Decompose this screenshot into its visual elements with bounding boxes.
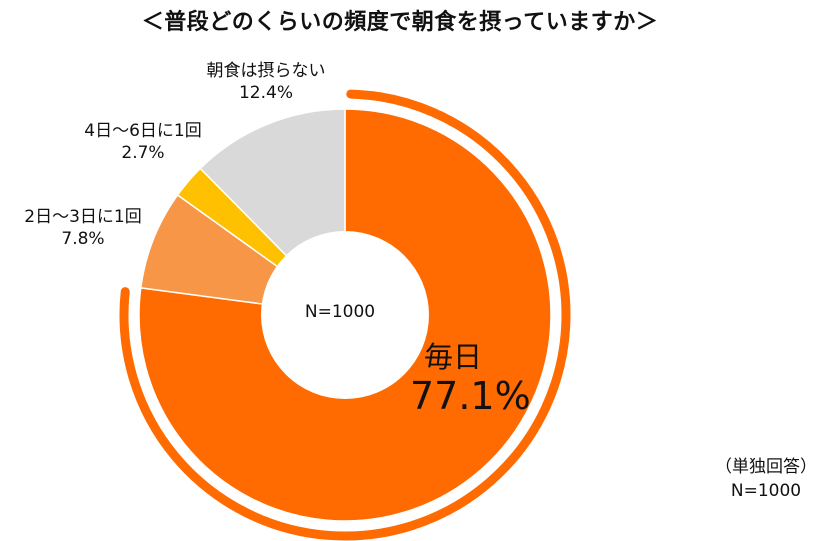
slice-label-daily-value: 77.1% (410, 374, 531, 418)
slice-label-2-3: 2日～3日に1回 7.8% (8, 206, 158, 250)
donut-hole (261, 231, 429, 399)
slice-label-4-6: 4日～6日に1回 2.7% (68, 120, 218, 164)
slice-label-none-value: 12.4% (238, 83, 293, 103)
slice-label-none-name: 朝食は摂らない (206, 61, 326, 81)
slice-label-daily-name: 毎日 (424, 340, 483, 374)
sample-size-note: N=1000 (730, 481, 802, 501)
chart-title: ＜普段どのくらいの頻度で朝食を摂っていますか＞ (141, 10, 659, 35)
slice-label-2-3-name: 2日～3日に1回 (24, 207, 142, 227)
slice-label-none: 朝食は摂らない 12.4% (196, 60, 336, 104)
slice-label-4-6-value: 2.7% (121, 143, 165, 163)
response-type-note: （単独回答） (715, 457, 817, 477)
slice-label-4-6-name: 4日～6日に1回 (84, 121, 202, 141)
daily-highlight-arc (119, 89, 571, 541)
donut-center-label: N=1000 (304, 302, 376, 322)
slice-label-2-3-value: 7.8% (61, 229, 105, 249)
response-note: （単独回答） N=1000 (715, 455, 817, 503)
